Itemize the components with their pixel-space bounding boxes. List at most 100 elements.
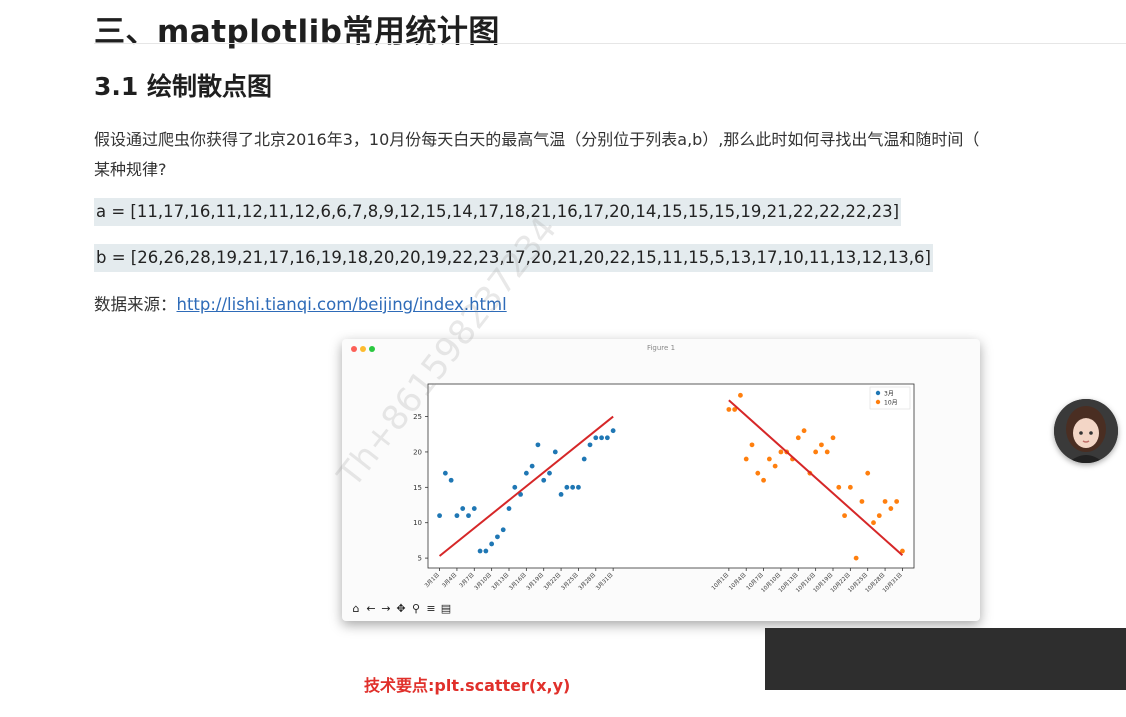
march-point-22 xyxy=(558,492,564,497)
subsection-title: 3.1 绘制散点图 xyxy=(94,72,272,101)
x-march-tick-label-2: 3月7日 xyxy=(458,571,476,589)
pan-icon[interactable]: ✥ xyxy=(396,601,406,615)
march-point-5 xyxy=(460,506,466,511)
march-point-15 xyxy=(518,492,523,497)
october-point-4 xyxy=(743,456,749,462)
march-point-25 xyxy=(576,484,581,490)
x-march-tick-label-8: 3月25日 xyxy=(560,571,580,591)
march-point-12 xyxy=(500,527,506,533)
save-icon[interactable]: ▤ xyxy=(440,601,452,615)
title-divider xyxy=(94,43,1126,44)
october-point-13 xyxy=(795,435,801,441)
description-line-1: 假设通过爬虫你获得了北京2016年3，10月份每天白天的最高气温（分别位于列表a… xyxy=(94,130,980,149)
section-title: 三、matplotlib常用统计图 xyxy=(94,14,500,50)
october-point-20 xyxy=(836,484,842,490)
legend-label-1: 10月 xyxy=(884,400,898,407)
march-point-7 xyxy=(471,506,477,511)
dark-overlay-panel xyxy=(765,628,1126,690)
configure-icon[interactable]: ≡ xyxy=(426,601,436,615)
back-icon[interactable]: ← xyxy=(366,601,376,615)
march-point-28 xyxy=(593,435,599,441)
october-point-24 xyxy=(859,499,865,504)
maximize-window-icon[interactable] xyxy=(369,346,375,352)
october-point-25 xyxy=(865,470,871,476)
october-point-27 xyxy=(876,513,882,519)
x-march-tick-label-10: 3月31日 xyxy=(594,571,614,591)
march-point-18 xyxy=(535,442,541,448)
y-tick-label-1: 10 xyxy=(413,519,422,527)
minimize-window-icon[interactable] xyxy=(360,346,366,352)
x-march-tick-label-1: 3月4日 xyxy=(441,571,459,589)
march-point-24 xyxy=(570,484,576,490)
y-tick-label-2: 15 xyxy=(413,484,422,492)
march-point-29 xyxy=(599,435,604,441)
october-point-9 xyxy=(772,463,778,469)
data-source: 数据来源：http://lishi.tianqi.com/beijing/ind… xyxy=(94,291,507,315)
plot-area xyxy=(427,383,915,569)
march-point-2 xyxy=(442,470,448,476)
october-point-18 xyxy=(824,449,830,455)
march-point-21 xyxy=(552,449,558,455)
march-point-19 xyxy=(541,477,547,483)
october-point-17 xyxy=(819,442,824,448)
x-march-tick-label-4: 3月13日 xyxy=(490,571,510,591)
x-march-tick-label-3: 3月10日 xyxy=(473,571,493,591)
october-point-1 xyxy=(726,407,732,412)
description-line-2: 某种规律? xyxy=(94,160,167,179)
march-point-4 xyxy=(454,513,460,519)
october-point-7 xyxy=(761,477,766,483)
y-tick-label-3: 20 xyxy=(413,448,422,456)
legend-marker-1 xyxy=(875,399,881,405)
matplotlib-figure-window: Figure 1 5 10 15 20 25 3月1日 3月4日 3月7日 3月10日 3月13… xyxy=(342,339,980,621)
march-point-10 xyxy=(489,541,495,547)
october-point-6 xyxy=(755,470,761,476)
october-point-2 xyxy=(732,407,738,412)
description-paragraph: 假设通过爬虫你获得了北京2016年3，10月份每天白天的最高气温（分别位于列表a… xyxy=(94,125,1126,185)
legend-label-0: 3月 xyxy=(884,391,894,398)
x-march-tick-label-6: 3月19日 xyxy=(525,571,545,591)
october-point-29 xyxy=(888,506,894,511)
march-point-11 xyxy=(495,534,500,540)
zoom-icon[interactable]: ⚲ xyxy=(411,601,421,615)
october-point-3 xyxy=(738,392,743,398)
home-icon[interactable]: ⌂ xyxy=(352,601,360,615)
march-point-14 xyxy=(512,484,518,490)
x-october-tick-label-1: 10月4日 xyxy=(727,571,747,591)
figure-window-title: Figure 1 xyxy=(646,344,676,352)
october-point-14 xyxy=(801,428,807,434)
march-point-9 xyxy=(483,548,489,554)
march-point-16 xyxy=(523,470,529,476)
y-tick-label-0: 5 xyxy=(418,555,422,563)
march-point-26 xyxy=(581,456,587,462)
march-point-27 xyxy=(587,442,593,448)
october-point-22 xyxy=(847,484,853,490)
march-point-3 xyxy=(448,477,454,483)
march-point-17 xyxy=(529,463,535,469)
march-point-1 xyxy=(437,513,442,519)
march-point-6 xyxy=(466,513,471,519)
october-point-31 xyxy=(900,548,905,554)
trend-line-october xyxy=(728,399,904,557)
code-list-b: b = [26,26,28,19,21,17,16,19,18,20,20,19… xyxy=(94,244,933,272)
march-point-31 xyxy=(610,428,616,434)
march-point-13 xyxy=(506,506,512,511)
october-point-30 xyxy=(894,499,900,504)
x-march-tick-label-7: 3月22日 xyxy=(542,571,562,591)
october-point-5 xyxy=(749,442,755,448)
october-point-26 xyxy=(871,520,876,526)
assistant-avatar[interactable] xyxy=(1054,399,1118,463)
trend-line-march xyxy=(438,415,614,557)
forward-icon[interactable]: → xyxy=(381,601,391,615)
october-point-21 xyxy=(842,513,847,519)
march-point-23 xyxy=(564,484,570,490)
march-point-8 xyxy=(477,548,483,554)
close-window-icon[interactable] xyxy=(351,346,357,352)
source-label: 数据来源： xyxy=(94,295,177,314)
x-march-tick-label-0: 3月1日 xyxy=(423,571,441,589)
source-link[interactable]: http://lishi.tianqi.com/beijing/index.ht… xyxy=(176,295,507,314)
october-point-16 xyxy=(813,449,819,455)
x-october-tick-label-0: 10月1日 xyxy=(710,571,730,591)
avatar-portrait-icon xyxy=(1054,399,1118,463)
code-list-a: a = [11,17,16,11,12,11,12,6,6,7,8,9,12,1… xyxy=(94,198,902,226)
